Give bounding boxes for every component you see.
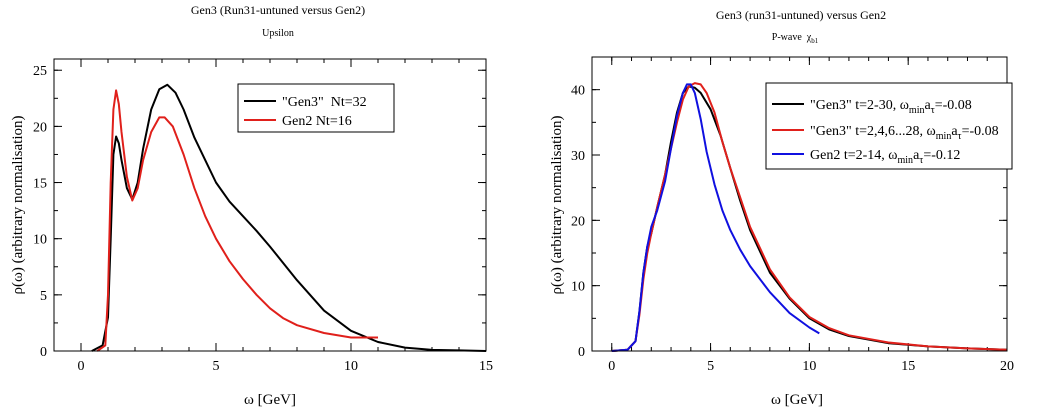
series-line-2 [96, 89, 378, 352]
y-tick-label: 20 [33, 120, 47, 135]
chart-1-x-axis-label: ω [GeV] [244, 392, 296, 408]
y-tick-label: 10 [33, 233, 47, 248]
chart-1-y-axis-label: ρ(ω) (arbitrary normalisation) [10, 116, 26, 295]
y-tick-label: 0 [578, 345, 585, 360]
chart-2: Gen3 (run31-untuned) versus Gen2 P-wave … [549, 8, 1014, 408]
y-tick-label: 30 [571, 149, 585, 164]
x-tick-label: 10 [802, 359, 816, 374]
chart-2-legend-label-gen2: Gen2 t=2-14, ωminaτ=-0.12 [810, 148, 960, 166]
y-tick-label: 40 [571, 84, 585, 99]
chart-2-plot-frame [591, 56, 1008, 352]
y-tick-label: 10 [571, 280, 585, 295]
chart-1-legend-label-gen2: Gen2 Nt=16 [282, 114, 352, 129]
x-tick-label: 20 [1000, 359, 1014, 374]
chart-1-subtitle: Upsilon [262, 28, 294, 39]
y-tick-label: 15 [33, 177, 47, 192]
chart-2-legend-label-gen3-t2-28: "Gen3" t=2,4,6...28, ωminaτ=-0.08 [810, 124, 999, 142]
chart-2-legend-box [765, 82, 1013, 170]
chart-1-title: Gen3 (Run31-untuned versus Gen2) [191, 3, 365, 17]
x-tick-label: 5 [707, 359, 714, 374]
chart-1: Gen3 (Run31-untuned versus Gen2) Upsilon… [10, 3, 493, 408]
chart-2-legend: "Gen3" t=2-30, ωminaτ=-0.08 "Gen3" t=2,4… [765, 82, 1013, 170]
chart-2-title: Gen3 (run31-untuned) versus Gen2 [716, 8, 886, 22]
chart-2-y-axis-label: ρ(ω) (arbitrary normalisation) [549, 116, 565, 295]
y-tick-label: 5 [40, 289, 47, 304]
chart-1-legend: "Gen3" Nt=32 Gen2 Nt=16 [237, 83, 395, 133]
chart-2-legend-label-gen3-t2-30: "Gen3" t=2-30, ωminaτ=-0.08 [810, 98, 972, 116]
x-tick-label: 15 [901, 359, 915, 374]
chart-1-plot-frame [53, 58, 487, 352]
y-tick-label: 25 [33, 64, 47, 79]
y-tick-label: 0 [40, 345, 47, 360]
series-line-1 [91, 83, 487, 352]
x-tick-label: 10 [344, 359, 358, 374]
series-line-3 [611, 83, 820, 352]
chart-2-x-axis-label: ω [GeV] [771, 392, 823, 408]
x-tick-label: 0 [608, 359, 615, 374]
chart-2-subtitle: P-wave χb1 [772, 32, 819, 45]
chart-1-legend-box [237, 83, 395, 133]
x-tick-label: 0 [78, 359, 85, 374]
chart-1-legend-label-gen3: "Gen3" Nt=32 [282, 95, 367, 110]
y-tick-label: 20 [571, 214, 585, 229]
x-tick-label: 15 [479, 359, 493, 374]
x-tick-label: 5 [213, 359, 220, 374]
